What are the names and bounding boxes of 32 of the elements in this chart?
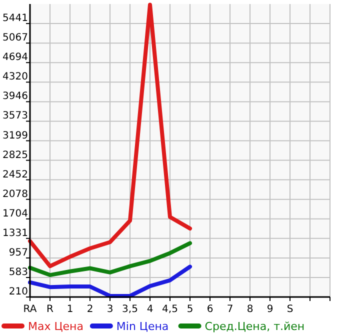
x-tick-label: R xyxy=(46,304,54,315)
legend-label: Сред.Цена, т.йен xyxy=(204,320,305,333)
x-tick-label: 2 xyxy=(86,304,94,315)
y-tick-label: 210 xyxy=(8,286,28,298)
legend-label: Max Цена xyxy=(28,320,84,333)
x-tick-label: 8 xyxy=(246,304,254,315)
x-tick-label: 4 xyxy=(146,304,154,315)
y-tick-label: 2078 xyxy=(2,188,28,200)
y-tick-label: 5441 xyxy=(2,13,28,24)
y-tick-label: 1331 xyxy=(2,228,28,239)
x-tick-label: 1 xyxy=(66,304,74,315)
x-tick-label: 6 xyxy=(206,304,214,315)
x-tick-label: RA xyxy=(23,304,37,315)
x-tick-label: 3,5 xyxy=(122,304,138,315)
y-tick-label: 5067 xyxy=(2,32,28,44)
x-tick-label: 3 xyxy=(106,304,114,315)
y-tick-label: 4320 xyxy=(2,72,28,83)
y-tick-label: 957 xyxy=(8,247,28,258)
y-tick-label: 3573 xyxy=(2,110,28,122)
x-tick-label: 7 xyxy=(226,304,234,315)
y-tick-label: 583 xyxy=(8,267,28,278)
x-tick-label: 9 xyxy=(266,304,274,315)
y-tick-label: 3199 xyxy=(2,130,28,142)
y-tick-label: 3946 xyxy=(2,91,28,102)
y-tick-label: 1704 xyxy=(2,208,28,220)
y-tick-label: 4694 xyxy=(2,52,28,64)
y-tick-label: 2825 xyxy=(2,150,28,161)
x-tick-label: 5 xyxy=(186,304,194,315)
x-tick-label: 4,5 xyxy=(162,304,178,315)
legend-label: Min Цена xyxy=(116,320,169,333)
x-tick-label: S xyxy=(286,304,294,315)
y-tick-label: 2452 xyxy=(2,169,28,180)
